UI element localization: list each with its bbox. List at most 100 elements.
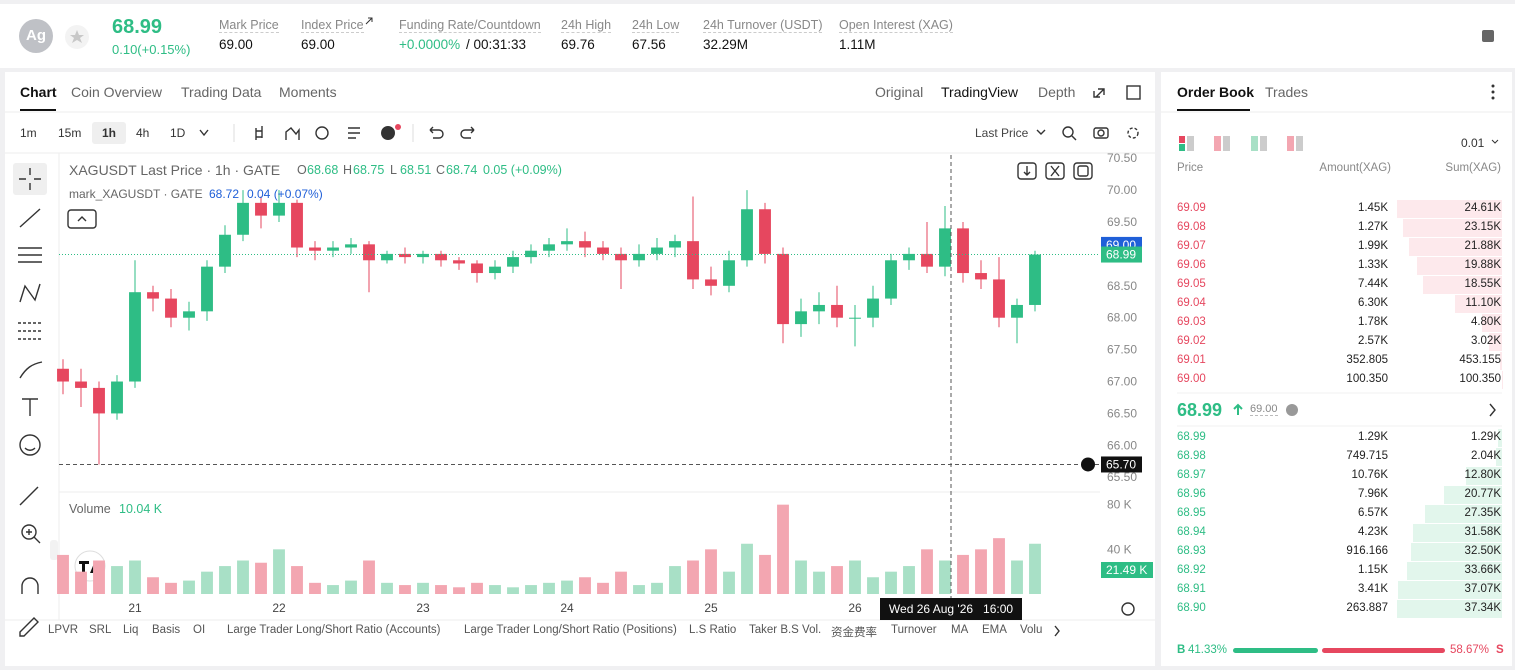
view-tab[interactable]: TradingView [941, 84, 1019, 100]
volume-bar [993, 538, 1005, 594]
candle-body [453, 260, 465, 264]
candle-body [687, 241, 699, 280]
volume-bar [165, 582, 177, 594]
book-price[interactable]: 68.99 [1177, 431, 1206, 443]
view-tab[interactable]: Depth [1038, 84, 1076, 100]
book-price[interactable]: 69.06 [1177, 259, 1206, 271]
volume-bar [399, 585, 411, 594]
legend-change: 0.05 (+0.09%) [483, 163, 562, 177]
candle-body [903, 253, 915, 261]
book-price[interactable]: 68.95 [1177, 507, 1206, 519]
book-price[interactable]: 69.01 [1177, 354, 1206, 366]
book-price[interactable]: 68.90 [1177, 602, 1206, 614]
toolbar-icons[interactable] [199, 85, 1141, 141]
y-tick-label: 70.50 [1107, 151, 1137, 165]
mark-change: 0.04 (+0.07%) [247, 187, 323, 201]
y-tick-label: 70.00 [1107, 183, 1137, 197]
indicator[interactable]: Taker B.S Vol. [749, 624, 822, 636]
depth-bar [1397, 581, 1502, 599]
chart-tab[interactable]: Coin Overview [71, 84, 163, 100]
indicator[interactable]: 资金费率 [831, 627, 877, 639]
indicator[interactable]: Turnover [891, 624, 937, 636]
precision[interactable]: 0.01 [1461, 136, 1485, 150]
sell-ratio: 58.67% [1450, 644, 1490, 656]
candle-body [759, 209, 771, 254]
book-amount: 749.715 [1346, 450, 1388, 462]
book-price[interactable]: 68.91 [1177, 583, 1206, 595]
indicator[interactable]: Large Trader Long/Short Ratio (Positions… [464, 624, 677, 636]
candle-body [777, 253, 789, 325]
chart-tab[interactable]: Chart [20, 84, 57, 100]
book-price[interactable]: 68.93 [1177, 545, 1206, 557]
volume-bar [903, 566, 915, 594]
view-tab[interactable]: Original [875, 84, 924, 100]
book-tab[interactable]: Trades [1265, 84, 1309, 100]
book-price[interactable]: 68.94 [1177, 526, 1206, 538]
depth-bar [1425, 505, 1502, 523]
book-price[interactable]: 69.07 [1177, 240, 1206, 252]
volume-bar [759, 554, 771, 594]
candle-body [885, 260, 897, 299]
book-amount: 1.29K [1357, 431, 1388, 443]
candle-body [381, 253, 393, 261]
candle-body [273, 202, 285, 216]
book-price[interactable]: 69.04 [1177, 297, 1206, 309]
interval[interactable]: 1D [170, 126, 186, 140]
book-amount: 100.350 [1346, 373, 1388, 385]
legend-value: 68.75 [353, 163, 385, 177]
interval[interactable]: 1h [102, 126, 117, 140]
legend-title: XAGUSDT Last Price · 1h · GATE [69, 162, 281, 178]
volume-bar [633, 585, 645, 594]
indicator[interactable]: OI [193, 624, 206, 636]
indicator[interactable]: LPVR [48, 624, 79, 636]
indicator[interactable]: Large Trader Long/Short Ratio (Accounts) [227, 624, 441, 636]
interval[interactable]: 4h [136, 126, 150, 140]
interval[interactable]: 1m [20, 126, 37, 140]
book-sum: 18.55K [1464, 278, 1501, 290]
indicator[interactable]: SRL [89, 624, 112, 636]
candle-body [993, 279, 1005, 318]
candle-body [471, 263, 483, 274]
stat-value: 1.11M [839, 37, 876, 52]
interval-active-bg [92, 122, 126, 144]
candle-body [795, 311, 807, 325]
book-price[interactable]: 68.96 [1177, 488, 1206, 500]
price-type[interactable]: Last Price [975, 126, 1029, 140]
book-amount: 352.805 [1346, 354, 1388, 366]
indicator[interactable]: Basis [152, 624, 181, 636]
book-price[interactable]: 69.08 [1177, 221, 1206, 233]
volume-bar [147, 577, 159, 594]
book-tab[interactable]: Order Book [1177, 84, 1255, 100]
chart-tab[interactable]: Moments [279, 84, 337, 100]
indicator[interactable]: MA [951, 624, 969, 636]
indicator[interactable]: Liq [123, 624, 139, 636]
book-price[interactable]: 68.97 [1177, 469, 1206, 481]
book-sum: 2.04K [1470, 450, 1501, 462]
candle-body [201, 266, 213, 312]
volume-bar [363, 560, 375, 594]
crosshair-plus [1081, 457, 1095, 472]
book-price[interactable]: 69.00 [1177, 373, 1206, 385]
book-price[interactable]: 69.05 [1177, 278, 1206, 290]
book-price[interactable]: 68.98 [1177, 450, 1206, 462]
depth-bar [1500, 352, 1502, 370]
candle-body [399, 253, 411, 258]
volume-bar [651, 582, 663, 594]
book-price[interactable]: 69.09 [1177, 202, 1206, 214]
price-change: 0.10(+0.15%) [112, 42, 191, 57]
book-price[interactable]: 69.03 [1177, 316, 1206, 328]
stat-label: 24h Turnover (USDT) [703, 18, 823, 33]
book-price[interactable]: 69.02 [1177, 335, 1206, 347]
volume-bar [183, 580, 195, 594]
indicator[interactable]: EMA [982, 624, 1007, 636]
book-price[interactable]: 68.92 [1177, 564, 1206, 576]
buy-ratio-bar [1233, 648, 1318, 653]
interval[interactable]: 15m [58, 126, 82, 140]
indicator[interactable]: Volu [1020, 624, 1043, 636]
candle-body [291, 202, 303, 248]
chart-tab[interactable]: Trading Data [181, 84, 262, 100]
volume-tick-label: 40 K [1107, 542, 1132, 556]
volume-bar [309, 582, 321, 594]
indicator[interactable]: L.S Ratio [689, 624, 737, 636]
